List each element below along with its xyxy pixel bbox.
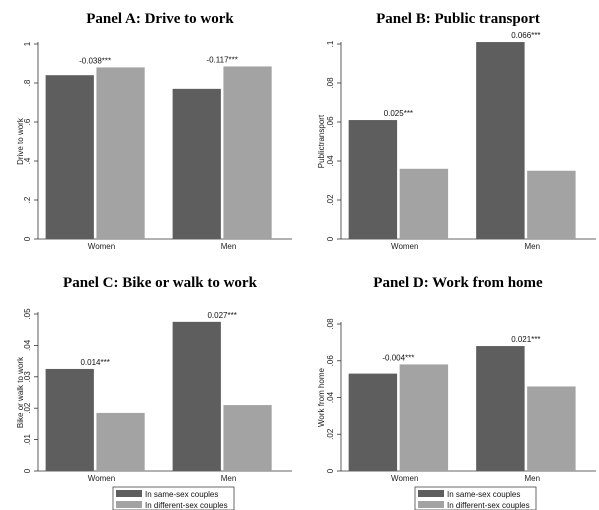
legend-box	[414, 486, 537, 510]
bar-men-different-sex	[527, 170, 576, 239]
y-axis-label: Publictransport	[317, 114, 326, 168]
y-tick-label: .1	[326, 40, 335, 47]
panel-title: Panel D: Work from home	[373, 275, 543, 291]
y-tick-label: .02	[23, 402, 32, 414]
y-tick-label: .04	[326, 391, 335, 403]
x-tick-label: Men	[524, 242, 540, 251]
legend-box	[112, 486, 235, 510]
y-tick-label: 1	[23, 41, 32, 46]
bar-women-same-sex	[45, 75, 94, 239]
chart-panel-2: Panel B: Public transport Publictransport…	[317, 11, 596, 251]
y-tick-label: 0	[23, 236, 32, 241]
y-tick-label: .6	[23, 118, 32, 125]
y-axis-label: Work from home	[317, 367, 326, 427]
bar-men-different-sex	[223, 405, 272, 471]
bar-men-same-sex	[172, 88, 221, 239]
chart-panel-1: Panel A: Drive to work Drive to work 0 .2 .4…	[16, 11, 292, 251]
y-tick-label: .01	[23, 433, 32, 445]
bar-women-different-sex	[96, 67, 145, 240]
y-tick-label: .02	[326, 428, 335, 440]
bar-women-same-sex	[348, 120, 398, 239]
bar-women-same-sex	[45, 368, 94, 471]
legend-swatch-same-sex	[116, 490, 142, 497]
bar-men-same-sex	[476, 346, 525, 471]
legend-swatch-different-sex	[418, 501, 444, 508]
panel-title: Panel C: Bike or walk to work	[63, 275, 258, 291]
bar-women-different-sex	[399, 168, 449, 239]
data-label: 0.066***	[511, 31, 540, 40]
y-tick-label: .05	[23, 308, 32, 320]
data-label: 0.027***	[207, 311, 236, 320]
legend-label-different-sex: In different-sex couples	[145, 501, 228, 510]
x-tick-label: Men	[221, 474, 237, 483]
y-tick-label: .08	[326, 77, 335, 89]
bar-women-different-sex	[96, 412, 145, 471]
legend-right: In same-sex couples In different-sex cou…	[414, 486, 537, 510]
legend-label-same-sex: In same-sex couples	[145, 490, 218, 499]
y-tick-label: .4	[23, 157, 32, 164]
y-tick-label: .8	[23, 79, 32, 86]
y-tick-label: 0	[23, 468, 32, 473]
y-tick-label: .02	[326, 194, 335, 206]
legend-swatch-same-sex	[418, 490, 444, 497]
y-tick-label: 0	[326, 236, 335, 241]
y-tick-label: .04	[326, 155, 335, 167]
chart-panel-3: Panel C: Bike or walk to work Bike or wal…	[16, 275, 292, 483]
y-tick-label: .03	[23, 371, 32, 383]
x-tick-label: Women	[391, 474, 418, 483]
data-label: 0.014***	[80, 358, 109, 367]
y-tick-label: .08	[326, 318, 335, 330]
bar-men-same-sex	[172, 321, 221, 471]
data-label: 0.025***	[384, 109, 413, 118]
panel-title: Panel B: Public transport	[376, 11, 540, 27]
x-tick-label: Men	[221, 242, 237, 251]
bar-men-different-sex	[223, 66, 272, 239]
x-tick-label: Women	[391, 242, 418, 251]
x-tick-label: Women	[88, 242, 115, 251]
y-tick-label: 0	[326, 468, 335, 473]
y-axis-label: Drive to work	[16, 117, 25, 165]
y-tick-label: .06	[326, 355, 335, 367]
bar-women-same-sex	[348, 373, 398, 471]
data-label: -0.117***	[206, 55, 237, 64]
legend-swatch-different-sex	[116, 501, 142, 508]
legend-label-different-sex: In different-sex couples	[447, 501, 530, 510]
bar-women-different-sex	[399, 364, 449, 471]
legend-left: In same-sex couples In different-sex cou…	[112, 486, 235, 510]
data-label: -0.004***	[382, 353, 414, 362]
y-tick-label: .06	[326, 116, 335, 128]
data-label: 0.021***	[511, 335, 540, 344]
x-tick-label: Women	[88, 474, 115, 483]
bar-men-same-sex	[476, 42, 525, 239]
y-tick-label: .04	[23, 339, 32, 351]
data-label: -0.038***	[79, 56, 111, 65]
bar-men-different-sex	[527, 386, 576, 471]
y-axis-label: Bike or walk to work	[16, 356, 25, 428]
y-tick-label: .2	[23, 196, 32, 203]
legend-label-same-sex: In same-sex couples	[447, 490, 520, 499]
x-tick-label: Men	[524, 474, 540, 483]
panel-title: Panel A: Drive to work	[86, 11, 234, 27]
